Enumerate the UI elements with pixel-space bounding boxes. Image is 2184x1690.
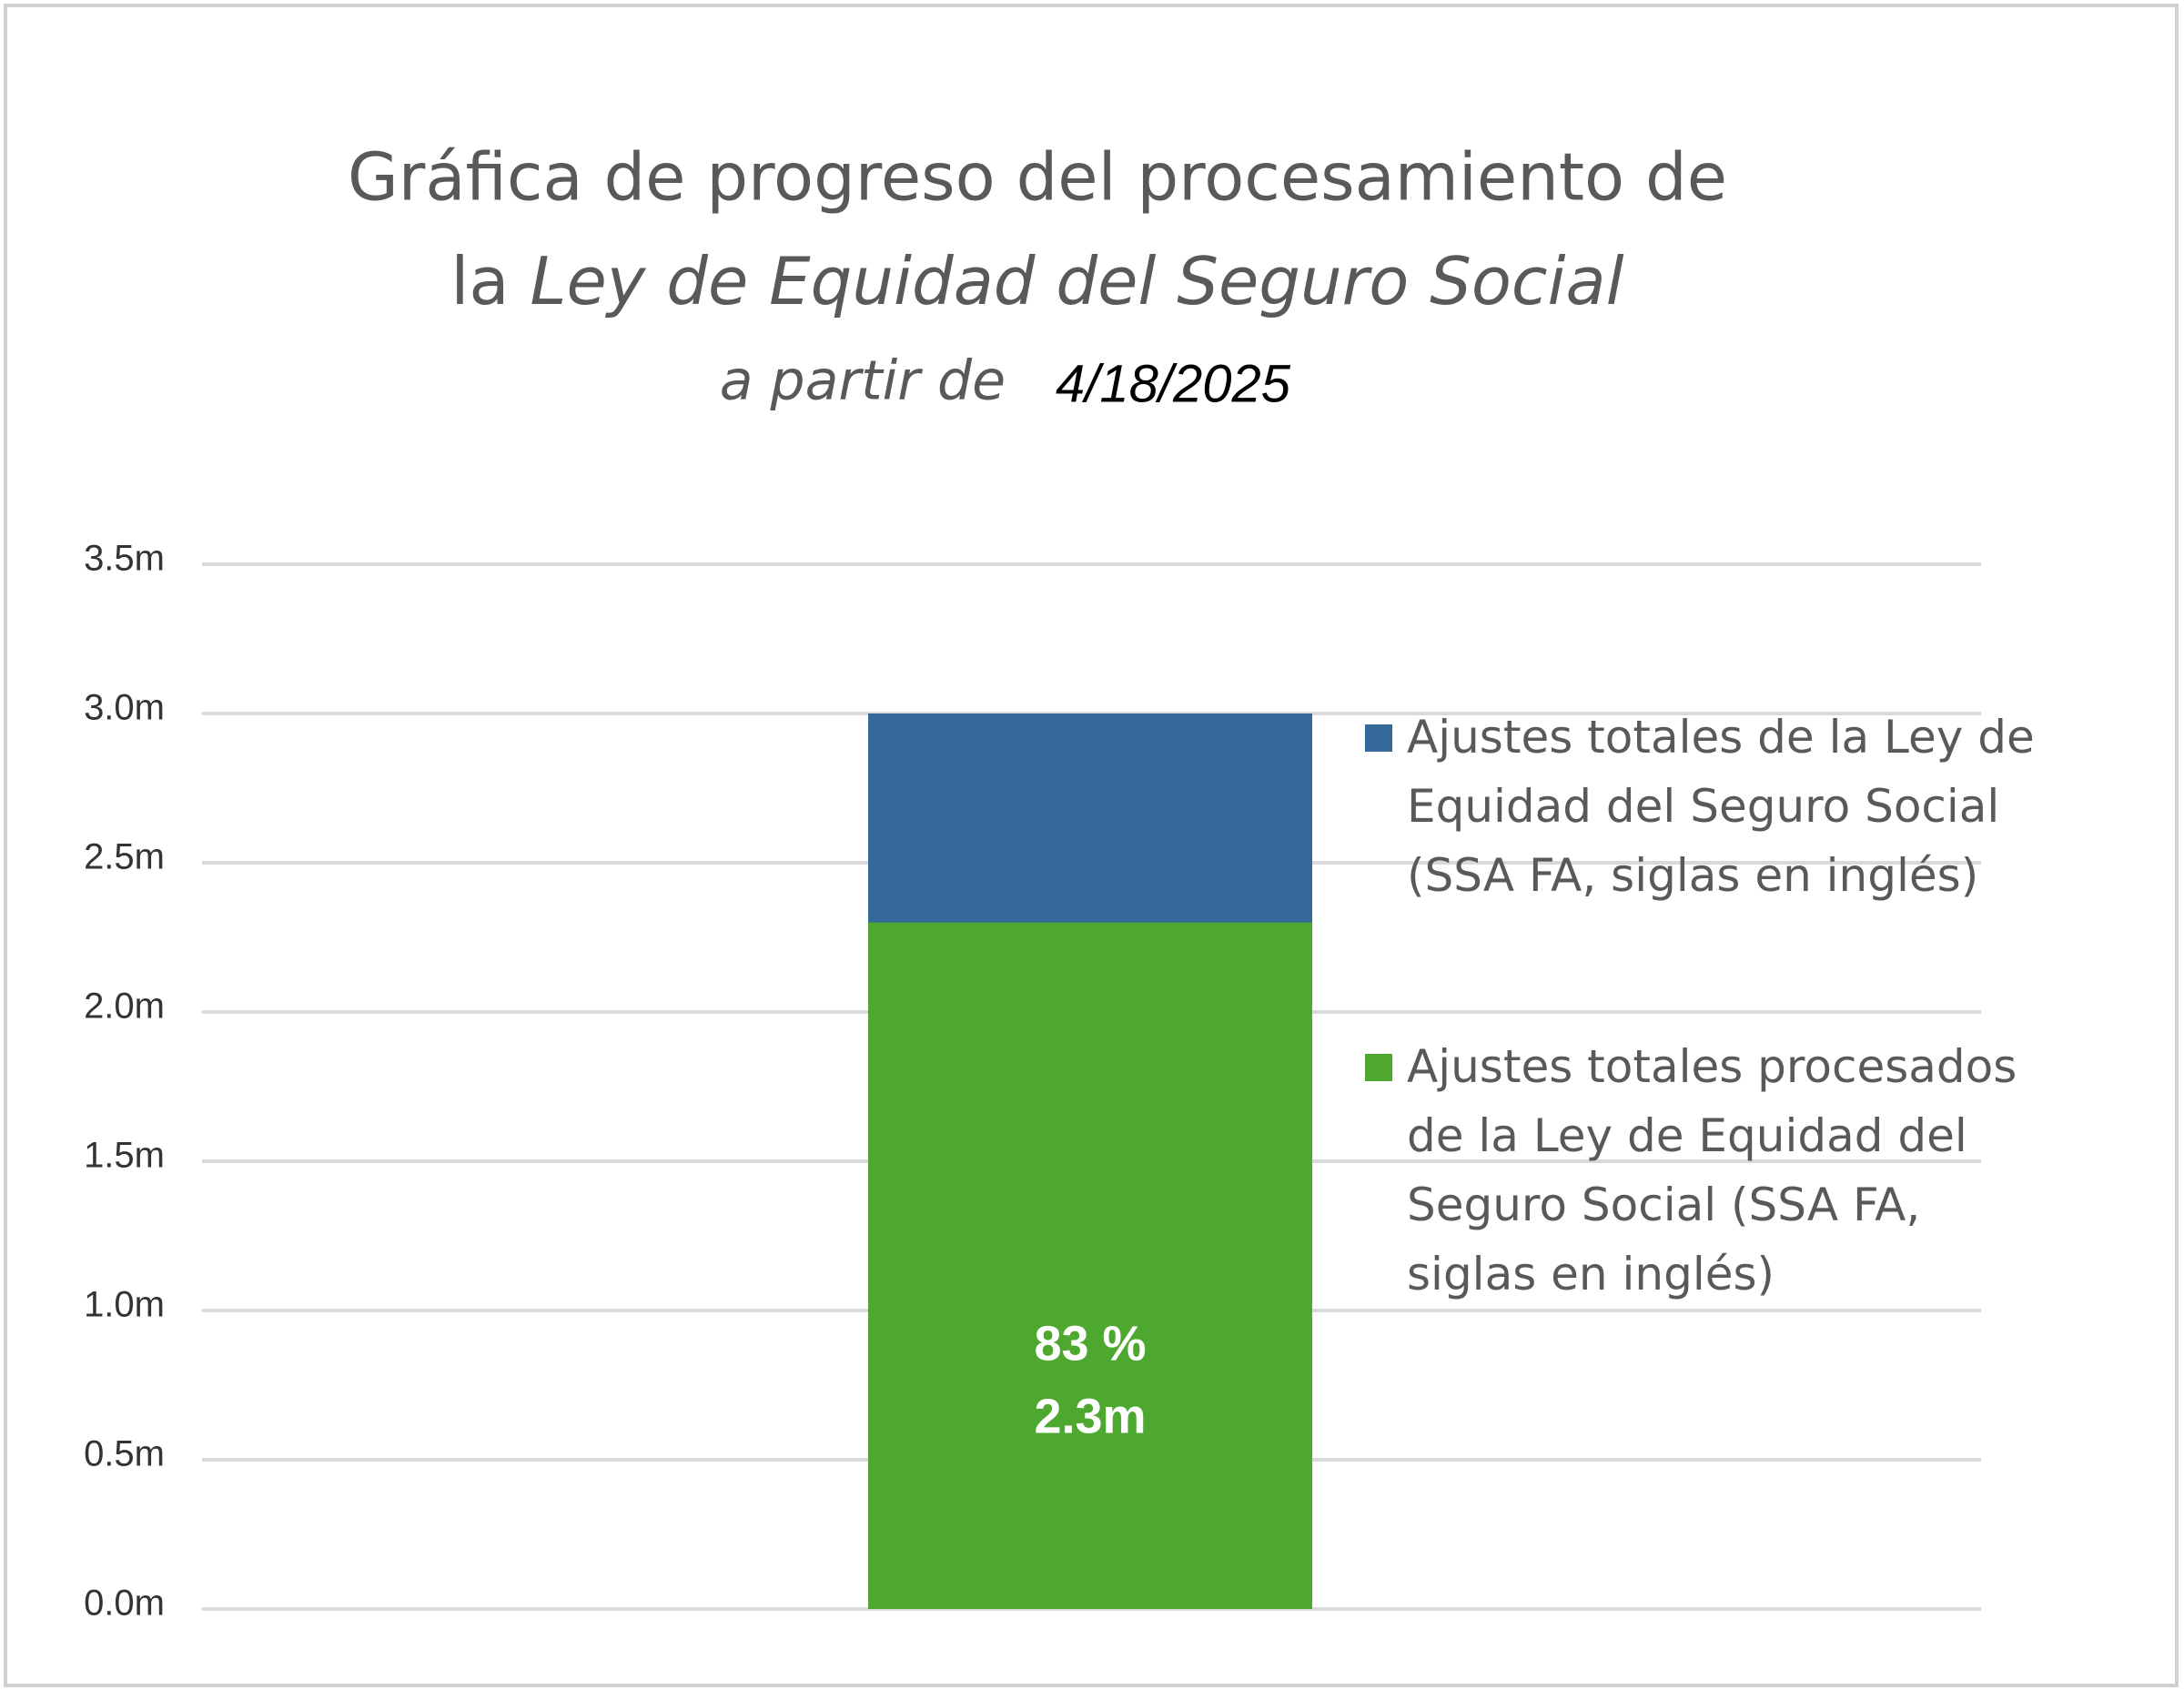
subtitle: a partir de <box>720 349 1006 413</box>
value-label: 2.3m <box>1034 1389 1146 1443</box>
y-tick-label: 0.0m <box>84 1584 165 1624</box>
y-tick-label: 0.5m <box>84 1434 165 1474</box>
legend-swatch <box>1365 724 1392 752</box>
legend-label: Ajustes totales de la Ley de Equidad del… <box>1407 711 2035 902</box>
chart-title-part: la <box>450 243 509 319</box>
date: 4/18/2025 <box>1056 354 1291 413</box>
y-tick-label: 3.5m <box>84 539 165 579</box>
frame <box>4 4 2179 1687</box>
chart-title: Gráfica de progreso del procesamiento de <box>348 139 1727 216</box>
y-tick-label: 3.0m <box>84 688 165 728</box>
chart-title: la Ley de Equidad del Seguro Social <box>450 243 1623 319</box>
percent-label: 83 % <box>1034 1316 1146 1371</box>
legend-label: Ajustes totales procesados de la Ley de … <box>1407 1040 2017 1300</box>
legend-item: Ajustes totales de la Ley de Equidad del… <box>1365 703 2057 910</box>
y-tick-label: 1.0m <box>84 1285 165 1325</box>
y-tick-label: 2.5m <box>84 837 165 877</box>
chart-title-part: Ley de Equidad del Seguro Social <box>530 243 1623 319</box>
y-tick-label: 2.0m <box>84 987 165 1027</box>
legend-item: Ajustes totales procesados de la Ley de … <box>1365 1032 2057 1309</box>
bar <box>868 922 1312 1609</box>
legend-swatch <box>1365 1054 1392 1081</box>
y-tick-label: 1.5m <box>84 1136 165 1176</box>
